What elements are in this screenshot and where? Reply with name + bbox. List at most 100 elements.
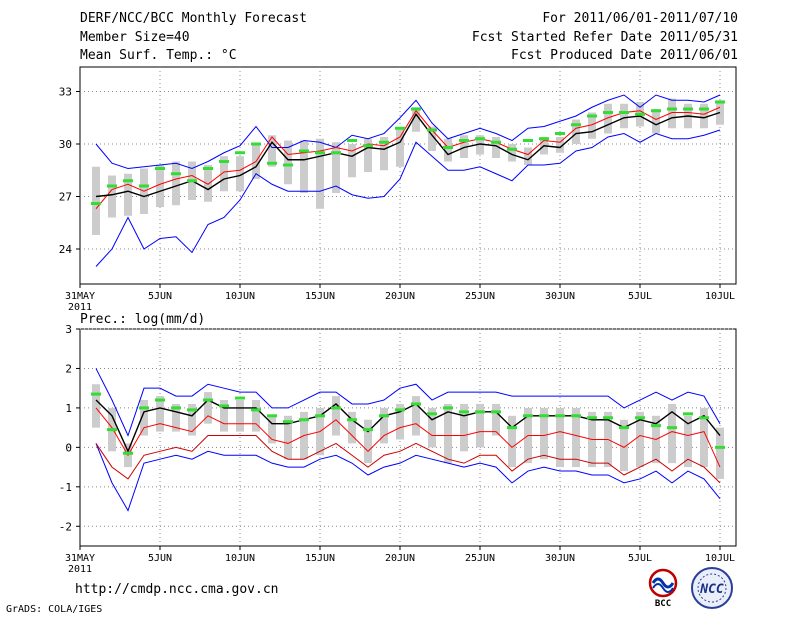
precipitation-observed-marker xyxy=(171,406,181,410)
precipitation-x-tick-label: 15JUN xyxy=(305,553,335,564)
precipitation-observed-marker xyxy=(155,398,165,402)
temperature-spread-bar xyxy=(236,156,244,192)
precipitation-y-tick-label: 0 xyxy=(65,441,72,454)
precipitation-observed-marker xyxy=(315,414,325,418)
precipitation-observed-marker xyxy=(267,414,277,418)
temperature-observed-marker xyxy=(155,167,165,170)
precipitation-series-mean-line xyxy=(95,399,721,454)
temperature-observed-marker xyxy=(715,100,725,104)
precipitation-x-tick-label: 10JUL xyxy=(705,553,735,564)
precipitation-spread-bar xyxy=(92,384,100,428)
precipitation-y-tick-label: -1 xyxy=(59,481,72,494)
temperature-observed-marker xyxy=(523,139,533,142)
ncc-logo: NCC xyxy=(691,567,733,609)
precipitation-series-max-line xyxy=(95,368,721,437)
precipitation-spread-bar xyxy=(684,415,692,468)
source-url[interactable]: http://cmdp.ncc.cma.gov.cn xyxy=(75,582,279,597)
temperature-observed-marker xyxy=(683,107,693,111)
temperature-spread-bar xyxy=(108,175,116,218)
temperature-spread-bar xyxy=(412,107,420,132)
temperature-observed-marker xyxy=(107,184,117,188)
temperature-spread-bar xyxy=(204,165,212,202)
temperature-y-tick-label: 24 xyxy=(59,243,73,256)
temperature-observed-marker xyxy=(539,137,549,141)
precipitation-spread-bar xyxy=(332,396,340,436)
precipitation-spread-bar xyxy=(236,400,244,432)
temperature-observed-marker xyxy=(555,132,565,135)
temperature-x-tick-label: 10JUN xyxy=(225,291,255,302)
precipitation-spread-bar xyxy=(284,415,292,460)
precipitation-spread-bar xyxy=(396,403,404,440)
temperature-y-tick-label: 27 xyxy=(59,191,72,204)
precipitation-spread-bar xyxy=(204,392,212,424)
precipitation-observed-marker xyxy=(523,414,533,418)
precipitation-observed-marker xyxy=(251,408,261,412)
precipitation-observed-marker xyxy=(363,428,373,432)
temperature-observed-marker xyxy=(235,151,245,155)
temperature-y-tick-label: 30 xyxy=(59,138,72,151)
temperature-panel: 31MAY 5JUN 10JUN 15JUN 20JUN 25JUN 30JUN 5JUL 10… xyxy=(59,67,736,313)
precipitation-observed-marker xyxy=(603,416,613,420)
temperature-spread-bar xyxy=(508,144,516,162)
precipitation-spread-bar xyxy=(428,407,436,448)
precipitation-observed-marker xyxy=(635,416,645,420)
precipitation-spread-bar xyxy=(508,415,516,468)
precipitation-x-tick-label: 10JUN xyxy=(225,553,255,564)
temperature-spread-bar xyxy=(348,144,356,178)
temperature-observed-marker xyxy=(171,172,181,176)
temperature-spread-bar xyxy=(604,103,612,134)
precipitation-x-tick-label: 5JUN xyxy=(148,553,172,564)
temperature-observed-marker xyxy=(427,128,437,132)
precipitation-observed-marker xyxy=(219,404,229,408)
temperature-observed-marker xyxy=(267,161,277,165)
temperature-series-median-line xyxy=(95,106,721,210)
precipitation-x-tick-label: 25JUN xyxy=(465,553,495,564)
temperature-x-year-label: 2011 xyxy=(68,302,92,313)
temperature-observed-marker xyxy=(635,112,645,116)
member-size: Member Size=40 xyxy=(80,30,190,45)
temperature-spread-bar xyxy=(332,142,340,193)
precipitation-spread-bar xyxy=(572,407,580,468)
temperature-observed-marker xyxy=(411,107,421,111)
temperature-spread-bar xyxy=(588,112,596,139)
bcc-logo-text: BCC xyxy=(655,599,671,608)
temperature-observed-marker xyxy=(203,167,213,170)
temperature-spread-bar xyxy=(444,138,452,162)
precipitation-spread-bar xyxy=(140,400,148,436)
precipitation-observed-marker xyxy=(427,412,437,416)
precipitation-spread-bar xyxy=(700,407,708,468)
precipitation-observed-marker xyxy=(667,426,677,430)
precipitation-spread-bar xyxy=(220,400,228,432)
temperature-observed-marker xyxy=(283,163,293,167)
precipitation-spread-bar xyxy=(188,403,196,436)
precipitation-observed-marker xyxy=(651,424,661,428)
temperature-observed-marker xyxy=(91,202,101,205)
precipitation-spread-bar xyxy=(268,415,276,444)
precipitation-x-tick-label: 5JUL xyxy=(628,553,652,564)
precipitation-observed-marker xyxy=(235,396,245,400)
temperature-spread-bar xyxy=(220,156,228,192)
temperature-observed-marker xyxy=(603,111,613,114)
bcc-logo: BCC xyxy=(648,568,678,608)
temperature-observed-marker xyxy=(299,149,309,153)
precipitation-observed-marker xyxy=(91,392,101,396)
precipitation-observed-marker xyxy=(123,451,133,455)
temperature-spread-bar xyxy=(156,165,164,207)
variable-label: Mean Surf. Temp.: °C xyxy=(80,48,237,63)
precipitation-observed-marker xyxy=(571,414,581,418)
temperature-observed-marker xyxy=(123,179,133,183)
temperature-observed-marker xyxy=(187,179,197,183)
temperature-spread-bar xyxy=(524,147,532,165)
temperature-observed-marker xyxy=(331,151,341,155)
precipitation-observed-marker xyxy=(203,398,213,402)
temperature-observed-marker xyxy=(219,160,229,163)
precipitation-observed-marker xyxy=(715,445,725,449)
precipitation-observed-marker xyxy=(507,426,517,430)
prec-panel-title: Prec.: log(mm/d) xyxy=(80,312,205,327)
temperature-observed-marker xyxy=(651,109,661,113)
precipitation-y-tick-label: 2 xyxy=(65,362,72,375)
temperature-spread-bar xyxy=(428,126,436,151)
temp-plot-frame xyxy=(79,66,737,285)
temperature-series-max-line xyxy=(95,94,721,170)
